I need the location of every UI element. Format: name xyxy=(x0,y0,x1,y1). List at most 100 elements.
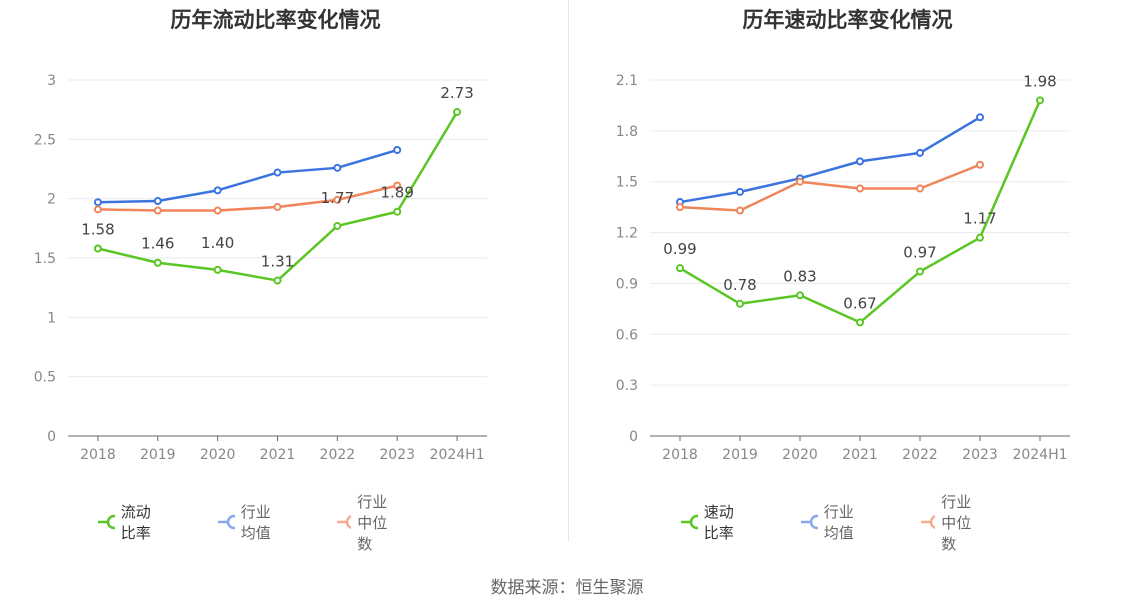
legend-label: 行业中位数 xyxy=(357,492,388,553)
panel-divider xyxy=(568,0,569,542)
legend-marker-icon xyxy=(921,514,936,530)
x-tick-label: 2020 xyxy=(200,447,236,463)
data-point xyxy=(333,195,342,204)
current-ratio-chart: 历年流动比率变化情况 0 0.5 1 1.5 2 2.5 3 2018 2019 2020 2021… xyxy=(0,0,567,553)
legend-label: 速动比率 xyxy=(703,503,734,542)
legend-label: 行业均值 xyxy=(240,503,271,542)
data-point xyxy=(676,264,684,273)
x-tick-label: 2021 xyxy=(842,447,878,463)
y-tick-label: 1.5 xyxy=(34,251,56,267)
data-label: 1.58 xyxy=(81,221,114,239)
data-label: 1.46 xyxy=(141,235,174,253)
data-point xyxy=(976,113,984,122)
series-line xyxy=(97,148,398,204)
data-point xyxy=(333,221,342,230)
x-tick-label: 2023 xyxy=(962,447,998,463)
x-tick-label: 2019 xyxy=(140,447,176,463)
series-line xyxy=(97,184,398,212)
x-tick-label: 2018 xyxy=(662,447,698,463)
data-source: 数据来源：恒生聚源 xyxy=(490,578,644,598)
legend-item[interactable]: 行业均值 xyxy=(217,503,272,542)
data-point xyxy=(1036,96,1044,105)
data-point xyxy=(153,258,162,267)
legend-marker-icon xyxy=(218,514,235,530)
x-tick-label: 2021 xyxy=(260,447,296,463)
data-label: 0.78 xyxy=(723,276,756,294)
data-point xyxy=(333,163,342,172)
data-point xyxy=(916,184,924,193)
data-point xyxy=(273,202,282,211)
x-tick-label: 2022 xyxy=(902,447,938,463)
legend-marker-icon xyxy=(337,514,352,530)
data-label: 1.31 xyxy=(261,253,294,271)
y-tick-label: 1 xyxy=(47,310,56,326)
data-point xyxy=(213,186,222,195)
data-label: 1.17 xyxy=(963,210,996,228)
data-point xyxy=(856,318,864,327)
data-point xyxy=(393,181,402,190)
data-point xyxy=(393,207,402,216)
x-tick-label: 2019 xyxy=(722,447,758,463)
data-label: 0.99 xyxy=(663,240,696,258)
y-tick-label: 0 xyxy=(47,429,56,445)
x-tick-label: 2022 xyxy=(320,447,356,463)
data-point xyxy=(213,265,222,274)
data-point xyxy=(676,203,684,212)
legend-item[interactable]: 行业中位数 xyxy=(336,493,391,553)
y-tick-label: 0.5 xyxy=(34,370,56,386)
legend-item[interactable]: 流动比率 xyxy=(97,503,152,542)
legend-item[interactable]: 速动比率 xyxy=(680,503,735,542)
y-tick-label: 1.5 xyxy=(616,175,638,191)
data-label: 0.67 xyxy=(843,294,876,312)
data-point xyxy=(153,197,162,206)
y-tick-label: 0.6 xyxy=(616,327,638,343)
data-label: 0.83 xyxy=(783,267,816,285)
y-tick-label: 0.9 xyxy=(616,276,638,292)
data-point xyxy=(736,206,744,215)
legend-marker-icon xyxy=(98,514,115,530)
data-point xyxy=(736,299,744,308)
quick-ratio-plot: 0 0.3 0.6 0.9 1.2 1.5 1.8 2.1 2018 2019 2020 2021 20… xyxy=(616,72,1070,463)
legend-marker-icon xyxy=(681,514,698,530)
data-point xyxy=(976,233,984,242)
data-point xyxy=(856,157,864,166)
data-label: 1.89 xyxy=(381,184,414,202)
data-point xyxy=(93,244,102,253)
data-point xyxy=(93,205,102,214)
legend-label: 行业中位数 xyxy=(941,492,972,553)
data-point xyxy=(976,160,984,169)
legend-label: 行业均值 xyxy=(823,503,854,542)
data-label: 1.77 xyxy=(321,189,354,207)
current-ratio-plot: 0 0.5 1 1.5 2 2.5 3 2018 2019 2020 2021 2022 2023 202… xyxy=(34,73,487,463)
y-tick-label: 1.2 xyxy=(616,226,638,242)
x-tick-label: 2020 xyxy=(782,447,818,463)
series-line xyxy=(679,163,981,212)
data-point xyxy=(916,267,924,276)
series-line xyxy=(679,116,981,204)
data-point xyxy=(916,148,924,157)
data-point xyxy=(856,184,864,193)
data-point xyxy=(93,198,102,207)
data-label: 2.73 xyxy=(440,84,473,102)
data-label: 1.98 xyxy=(1023,72,1056,90)
y-tick-label: 3 xyxy=(47,73,56,89)
legend-item[interactable]: 行业均值 xyxy=(800,503,855,542)
data-point xyxy=(153,206,162,215)
x-tick-label: 2024H1 xyxy=(1012,447,1067,463)
data-point xyxy=(213,206,222,215)
data-point xyxy=(273,168,282,177)
data-label: 0.97 xyxy=(903,244,936,262)
data-label: 1.40 xyxy=(201,234,234,252)
y-tick-label: 0.3 xyxy=(616,378,638,394)
x-tick-label: 2023 xyxy=(379,447,415,463)
data-point xyxy=(796,177,804,186)
y-tick-label: 2.5 xyxy=(34,132,56,148)
data-point xyxy=(393,146,402,155)
y-tick-label: 2.1 xyxy=(616,73,638,89)
data-point xyxy=(453,108,462,117)
legend-item[interactable]: 行业中位数 xyxy=(920,493,975,553)
quick-ratio-chart: 历年速动比率变化情况 0 0.3 0.6 0.9 1.2 1.5 1.8 2.1 2018 201… xyxy=(567,0,1134,553)
data-point xyxy=(273,276,282,285)
legend-label: 流动比率 xyxy=(120,503,151,542)
data-point xyxy=(796,291,804,300)
